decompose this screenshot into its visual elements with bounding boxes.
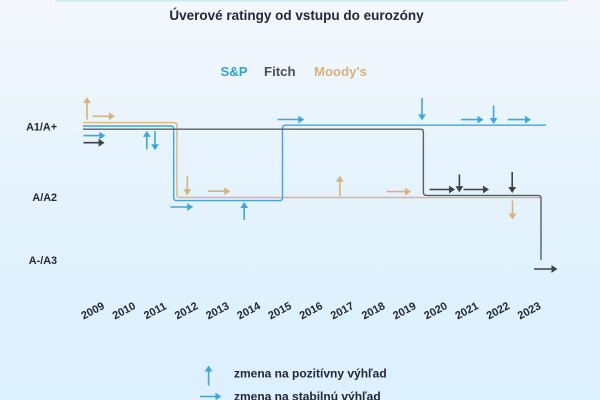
svg-text:Moody's: Moody's (314, 64, 367, 79)
svg-text:2014: 2014 (235, 300, 263, 322)
svg-text:2017: 2017 (329, 300, 356, 322)
svg-text:Fitch: Fitch (264, 64, 296, 79)
svg-text:A-/A3: A-/A3 (29, 255, 57, 267)
svg-text:2023: 2023 (516, 300, 543, 322)
svg-text:2018: 2018 (360, 300, 387, 322)
svg-text:2009: 2009 (79, 300, 106, 322)
svg-text:zmena na stabilnú výhľad: zmena na stabilnú výhľad (234, 390, 381, 400)
svg-text:2010: 2010 (111, 300, 138, 322)
svg-text:2016: 2016 (298, 300, 325, 322)
svg-text:A/A2: A/A2 (32, 192, 57, 204)
svg-text:2019: 2019 (391, 300, 418, 322)
svg-text:S&P: S&P (220, 64, 247, 79)
svg-text:2012: 2012 (173, 300, 200, 322)
svg-text:2011: 2011 (142, 300, 169, 322)
svg-text:2015: 2015 (266, 300, 293, 322)
svg-text:2013: 2013 (204, 300, 231, 322)
svg-text:zmena na pozitívny výhľad: zmena na pozitívny výhľad (234, 367, 387, 381)
svg-text:Úverové ratingy od vstupu do e: Úverové ratingy od vstupu do eurozóny (169, 8, 424, 23)
svg-text:2022: 2022 (485, 300, 512, 322)
svg-text:2021: 2021 (453, 300, 480, 322)
svg-text:A1/A+: A1/A+ (26, 122, 57, 134)
svg-text:2020: 2020 (422, 300, 449, 322)
